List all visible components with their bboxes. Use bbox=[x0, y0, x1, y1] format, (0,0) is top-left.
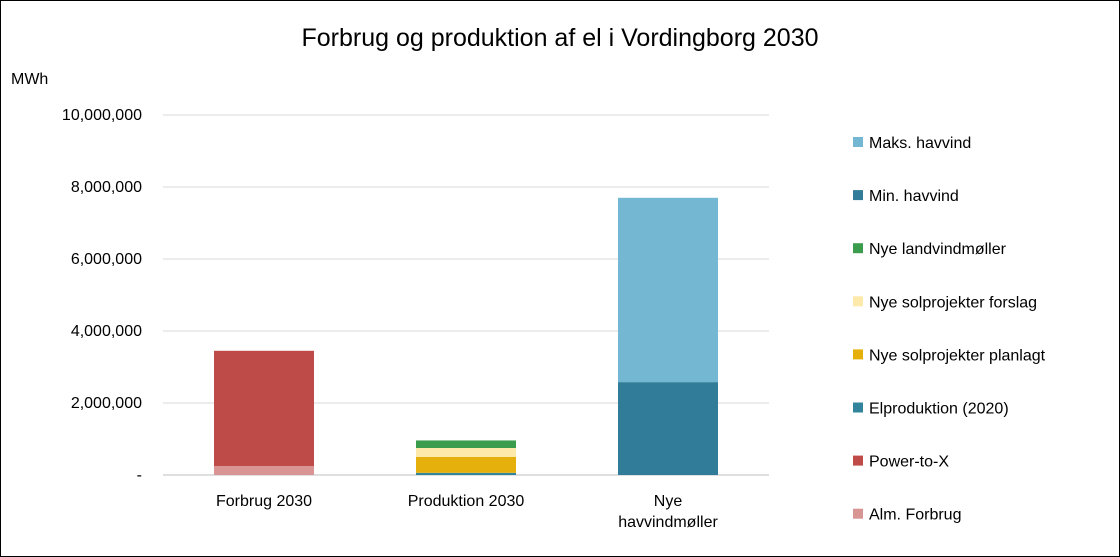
legend-swatch bbox=[853, 455, 863, 466]
y-tick-label: 2,000,000 bbox=[71, 395, 142, 412]
bar-segment bbox=[416, 448, 516, 457]
legend-swatch bbox=[853, 402, 863, 413]
y-tick-label: 6,000,000 bbox=[71, 251, 142, 268]
y-axis-unit-label: MWh bbox=[11, 71, 48, 88]
bars bbox=[214, 197, 718, 475]
chart-title: Forbrug og produktion af el i Vordingbor… bbox=[301, 24, 818, 52]
bar-segment bbox=[416, 472, 516, 475]
bar-segment bbox=[618, 197, 718, 383]
y-tick-label: 8,000,000 bbox=[71, 179, 142, 196]
legend-swatch bbox=[853, 508, 863, 519]
x-axis-category-labels: Forbrug 2030 Produktion 2030 Nye havvindmøl… bbox=[216, 493, 718, 531]
legend-swatch bbox=[853, 190, 863, 201]
y-axis-ticks: - 2,000,000 4,000,000 6,000,000 8,000,000 10,… bbox=[62, 107, 142, 484]
legend-swatch bbox=[853, 243, 863, 254]
legend-label: Power-to-X bbox=[869, 454, 949, 471]
bar-segment bbox=[214, 350, 314, 466]
legend-label: Min. havvind bbox=[869, 188, 959, 205]
legend-label: Elproduktion (2020) bbox=[869, 401, 1009, 418]
legend-swatch bbox=[853, 296, 863, 307]
x-category-label: Forbrug 2030 bbox=[216, 493, 312, 510]
y-tick-label: 4,000,000 bbox=[71, 323, 142, 340]
bar-segment bbox=[214, 466, 314, 475]
legend-item: Power-to-X bbox=[853, 454, 949, 471]
bar-segment bbox=[416, 440, 516, 448]
legend-label: Nye solprojekter planlagt bbox=[869, 347, 1046, 364]
legend-item: Min. havvind bbox=[853, 188, 959, 205]
legend-item: Elproduktion (2020) bbox=[853, 401, 1009, 418]
legend-label: Alm. Forbrug bbox=[869, 507, 961, 524]
y-tick-label: - bbox=[137, 467, 142, 484]
legend-label: Nye landvindmøller bbox=[869, 241, 1007, 258]
legend-item: Alm. Forbrug bbox=[853, 507, 961, 524]
bar-segment bbox=[618, 382, 718, 475]
legend-label: Maks. havvind bbox=[869, 135, 971, 152]
legend-swatch bbox=[853, 137, 863, 147]
y-tick-label: 10,000,000 bbox=[62, 107, 142, 124]
legend: Maks. havvind Min. havvind Nye landvindmøl… bbox=[853, 135, 1046, 524]
legend-item: Maks. havvind bbox=[853, 135, 971, 152]
legend-item: Nye solprojekter forslag bbox=[853, 294, 1037, 311]
legend-item: Nye landvindmøller bbox=[853, 241, 1007, 258]
legend-swatch bbox=[853, 349, 863, 360]
legend-label: Nye solprojekter forslag bbox=[869, 294, 1037, 311]
x-category-label: Nye havvindmøller bbox=[618, 493, 718, 531]
x-category-label: Produktion 2030 bbox=[408, 493, 525, 510]
legend-item: Nye solprojekter planlagt bbox=[853, 347, 1046, 364]
bar-segment bbox=[416, 457, 516, 473]
